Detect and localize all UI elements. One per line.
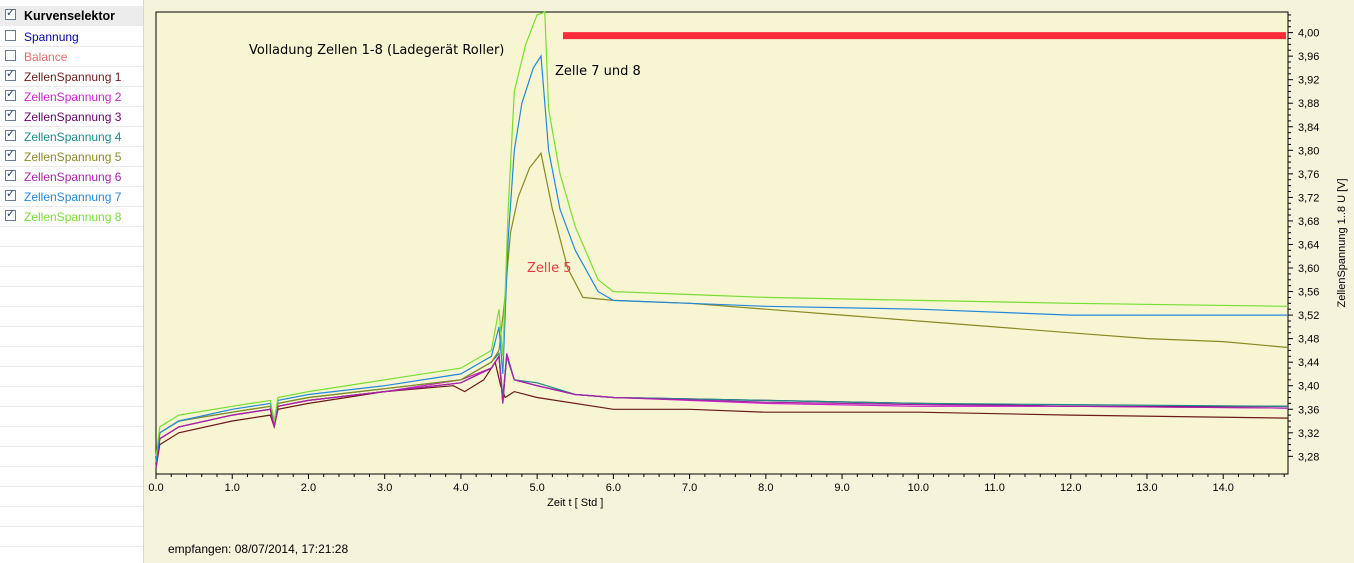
curve-checkbox[interactable] (5, 87, 16, 101)
x-tick-label: 6.0 (606, 482, 621, 494)
y-tick-label: 3,52 (1298, 310, 1319, 322)
empty-row (0, 247, 143, 267)
x-tick-label: 4.0 (453, 482, 468, 494)
curve-selector-panel: Kurvenselektor Spannung Balance ZellenSpan… (0, 0, 144, 563)
curve-checkbox[interactable] (5, 147, 16, 161)
empty-row (0, 447, 143, 467)
curve-label: ZellenSpannung 5 (24, 150, 122, 164)
plot-area (155, 11, 1289, 475)
series-line-1 (155, 360, 1289, 469)
y-tick-label: 3,28 (1298, 451, 1319, 463)
y-tick-label: 3,48 (1298, 334, 1319, 346)
empty-row (0, 367, 143, 387)
curve-checkbox[interactable] (5, 167, 16, 181)
series-line-6 (155, 353, 1289, 469)
received-timestamp: empfangen: 08/07/2014, 17:21:28 (168, 542, 348, 556)
x-tick-label: 11.0 (984, 482, 1005, 494)
x-tick-label: 0.0 (148, 482, 163, 494)
annotation-title: Volladung Zellen 1-8 (Ladegerät Roller) (249, 43, 504, 58)
curve-label: ZellenSpannung 6 (24, 170, 122, 184)
curve-selector-item[interactable]: ZellenSpannung 8 (0, 207, 143, 227)
y-tick-label: 3,44 (1298, 357, 1319, 369)
curve-label: ZellenSpannung 2 (24, 90, 122, 104)
empty-row (0, 327, 143, 347)
curve-label: Balance (24, 50, 68, 64)
curve-selector-title: Kurvenselektor (24, 9, 116, 23)
curve-label: ZellenSpannung 7 (24, 190, 122, 204)
y-tick-label: 3,60 (1298, 263, 1319, 275)
y-tick-label: 3,76 (1298, 169, 1319, 181)
curve-selector-item[interactable]: ZellenSpannung 4 (0, 127, 143, 147)
curve-selector-item[interactable]: ZellenSpannung 3 (0, 107, 143, 127)
x-tick-label: 3.0 (377, 482, 392, 494)
curve-label: ZellenSpannung 4 (24, 130, 122, 144)
y-tick-label: 3,40 (1298, 381, 1319, 393)
x-tick-label: 7.0 (682, 482, 697, 494)
curve-checkbox[interactable] (5, 107, 16, 121)
curve-checkbox[interactable] (5, 67, 16, 81)
x-tick-label: 12.0 (1060, 482, 1081, 494)
curve-selector-header[interactable]: Kurvenselektor (0, 6, 143, 26)
voltage-chart: 0.0 1.0 2.0 3.0 4.0 5.0 6.0 7.0 8.0 9.0 10.0 11.0 12… (148, 11, 1348, 556)
curve-selector-item[interactable]: Balance (0, 47, 143, 67)
empty-row (0, 407, 143, 427)
y-tick-label: 3,36 (1298, 404, 1319, 416)
x-tick-label: 10.0 (908, 482, 929, 494)
annotation-cell-5: Zelle 5 (527, 261, 572, 276)
x-tick-label: 14.0 (1212, 482, 1233, 494)
y-tick-label: 3,88 (1298, 98, 1319, 110)
y-tick-label: 3,72 (1298, 192, 1319, 204)
curve-label: Spannung (24, 30, 79, 44)
curve-selector-item[interactable]: Spannung (0, 27, 143, 47)
x-tick-label: 13.0 (1136, 482, 1157, 494)
empty-row (0, 467, 143, 487)
y-tick-label: 3,68 (1298, 216, 1319, 228)
empty-row (0, 227, 143, 247)
curve-selector-item[interactable]: ZellenSpannung 6 (0, 167, 143, 187)
x-axis-label: Zeit t [ Std ] (547, 497, 603, 509)
empty-row (0, 507, 143, 527)
empty-row (0, 387, 143, 407)
y-tick-label: 3,64 (1298, 239, 1319, 251)
x-tick-label: 2.0 (301, 482, 316, 494)
curve-checkbox[interactable] (5, 50, 16, 61)
curve-selector-item[interactable]: ZellenSpannung 7 (0, 187, 143, 207)
x-tick-label: 8.0 (758, 482, 773, 494)
x-tick-label: 1.0 (225, 482, 240, 494)
x-tick-label: 5.0 (529, 482, 544, 494)
curve-checkbox[interactable] (5, 127, 16, 141)
curve-selector-item[interactable]: ZellenSpannung 1 (0, 67, 143, 87)
curve-selector-item[interactable]: ZellenSpannung 5 (0, 147, 143, 167)
y-tick-label: 3,96 (1298, 51, 1319, 63)
selector-all-checkbox[interactable] (5, 6, 16, 20)
y-tick-label: 3,80 (1298, 145, 1319, 157)
series-line-8 (155, 11, 1289, 457)
curve-checkbox[interactable] (5, 187, 16, 201)
empty-row (0, 307, 143, 327)
curve-selector-item[interactable]: ZellenSpannung 2 (0, 87, 143, 107)
curve-checkbox[interactable] (5, 30, 16, 41)
empty-row (0, 287, 143, 307)
y-tick-label: 3,84 (1298, 122, 1319, 134)
annotation-cells-7-8: Zelle 7 und 8 (555, 64, 641, 79)
x-tick-label: 9.0 (834, 482, 849, 494)
empty-row (0, 487, 143, 507)
curve-label: ZellenSpannung 3 (24, 110, 122, 124)
curve-label: ZellenSpannung 1 (24, 70, 122, 84)
empty-row (0, 527, 143, 547)
y-axis-label: ZellenSpannung 1..8 U [V] (1336, 178, 1348, 307)
y-tick-label: 3,56 (1298, 287, 1319, 299)
curve-checkbox[interactable] (5, 207, 16, 221)
y-tick-label: 3,92 (1298, 75, 1319, 87)
empty-row (0, 267, 143, 287)
empty-row (0, 427, 143, 447)
curve-label: ZellenSpannung 8 (24, 210, 122, 224)
empty-row (0, 347, 143, 367)
y-tick-label: 3,32 (1298, 428, 1319, 440)
y-tick-label: 4,00 (1298, 28, 1319, 40)
